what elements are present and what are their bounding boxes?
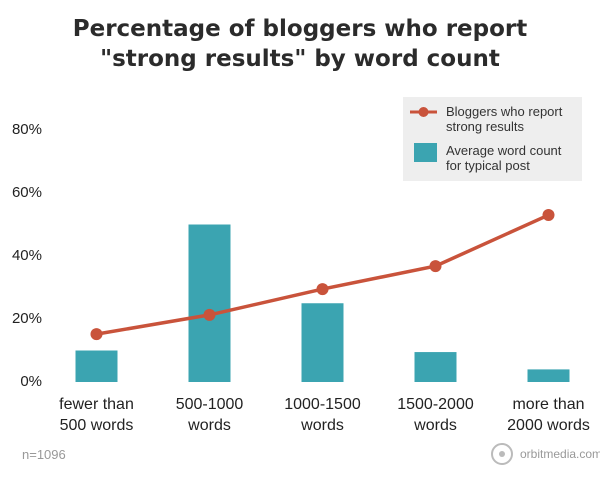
line-marker [90, 328, 103, 341]
legend-label: Average word count for typical post [446, 143, 562, 173]
chart-title: Percentage of bloggers who report "stron… [72, 16, 528, 72]
y-tick-label: 20% [12, 310, 42, 327]
y-tick-label: 80% [12, 121, 42, 138]
bar [301, 303, 344, 382]
brand-logo-dot [499, 451, 505, 457]
bar [527, 369, 570, 382]
line-marker [203, 308, 216, 321]
x-tick-label: 1000-1500 words [284, 396, 361, 434]
legend-swatch [414, 143, 437, 162]
line-marker [316, 283, 329, 296]
y-tick-label: 60% [12, 184, 42, 201]
line-marker [542, 209, 555, 222]
brand-logo [491, 443, 513, 465]
x-tick-label: 1500-2000 words [397, 396, 474, 434]
y-tick-label: 0% [20, 373, 42, 390]
line-marker [429, 260, 442, 273]
x-tick-label: 500-1000 words [175, 396, 244, 434]
bar [188, 224, 231, 382]
bar [414, 352, 457, 382]
source: orbitmedia.com [520, 447, 600, 461]
bar [75, 350, 118, 382]
x-tick-label: more than 2000 words [507, 396, 590, 434]
sample-note: n=1096 [22, 447, 66, 462]
legend-marker [418, 107, 429, 117]
legend-label: Bloggers who report strong results [446, 104, 563, 134]
x-tick-label: fewer than 500 words [59, 396, 134, 434]
y-tick-label: 40% [12, 247, 42, 264]
